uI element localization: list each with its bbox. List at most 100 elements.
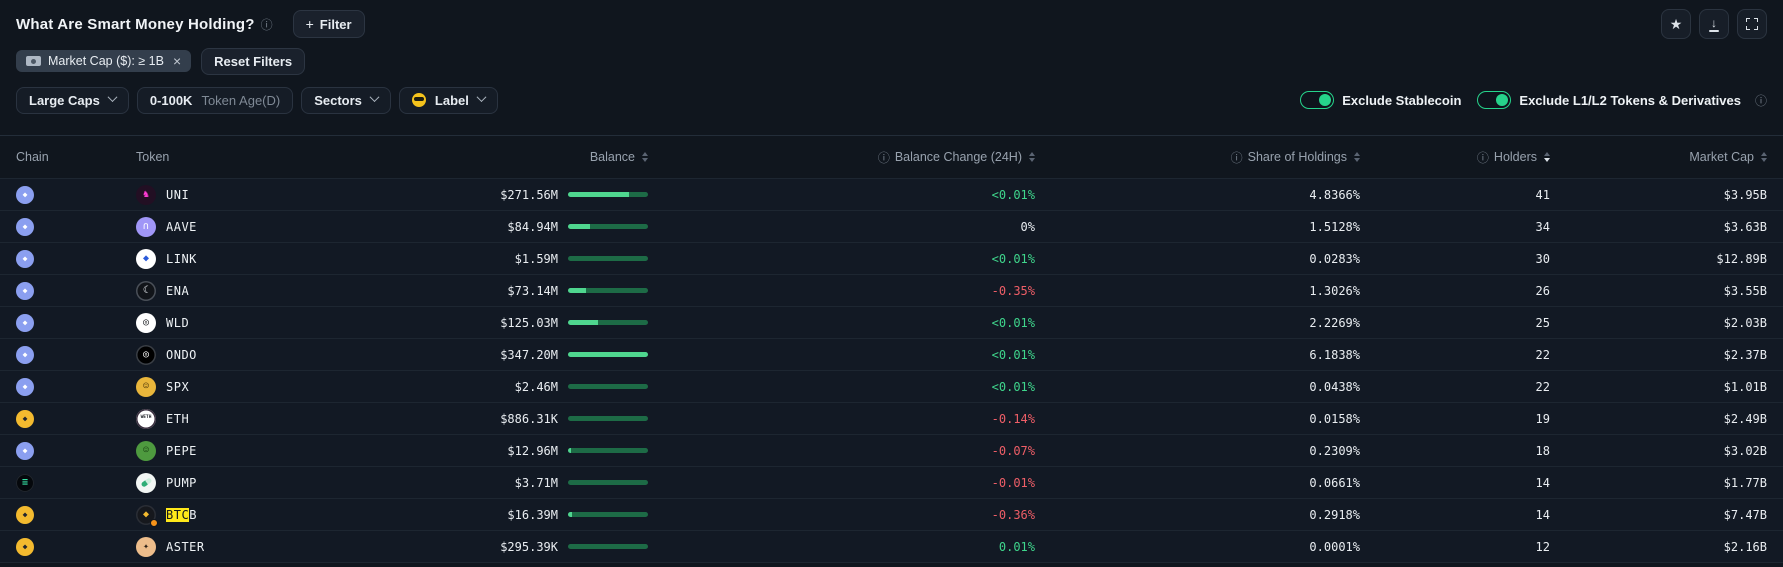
token-icon: ☺: [136, 440, 156, 461]
l1l2-info-icon[interactable]: ⓘ: [1754, 93, 1767, 108]
chevron-down-icon: [107, 92, 118, 103]
controls-row: Large Caps 0-100K Token Age(D) Sectors L…: [0, 86, 1783, 114]
balance-value: $84.94M: [507, 219, 558, 234]
token-cell[interactable]: ◆ BTCB: [136, 504, 410, 527]
sort-icon[interactable]: [1029, 152, 1035, 162]
balance-change-value: -0.35%: [991, 283, 1035, 298]
label-dropdown[interactable]: Label: [398, 86, 498, 114]
holders-value: 19: [1535, 411, 1550, 426]
market-cap-value: $12.89B: [1716, 251, 1767, 266]
toggle-group: Exclude Stablecoin Exclude L1/L2 Tokens …: [1300, 91, 1767, 109]
balance-value: $347.20M: [500, 347, 558, 362]
market-cap-filter-chip[interactable]: Market Cap ($): ≥ 1B ×: [16, 50, 192, 72]
info-icon[interactable]: ⓘ: [1230, 150, 1243, 165]
table-row[interactable]: ◆ WETH ETH $886.31K -0.14% 0.0158% 19 $2…: [0, 402, 1783, 434]
info-icon[interactable]: ⓘ: [1476, 150, 1489, 165]
chip-close-icon[interactable]: ×: [172, 53, 182, 69]
table-row[interactable]: ◆ ☺ SPX $2.46M <0.01% 0.0438% 22 $1.01B: [0, 370, 1783, 402]
holders-value: 41: [1535, 187, 1550, 202]
token-cell[interactable]: ♞ UNI: [136, 184, 410, 205]
chain-cell: ◆: [16, 185, 136, 204]
chain-cell: ≡: [16, 473, 136, 492]
token-symbol: ETH: [166, 411, 190, 426]
label-dropdown-label: Label: [434, 92, 469, 108]
table-row[interactable]: ◆ ◎ ONDO $347.20M <0.01% 6.1838% 22 $2.3…: [0, 338, 1783, 370]
sort-icon[interactable]: [1761, 152, 1767, 162]
market-cap-value: $2.16B: [1723, 539, 1767, 554]
balance-value: $1.59M: [514, 251, 558, 266]
sort-icon[interactable]: [1354, 152, 1360, 162]
token-cell[interactable]: ∩ AAVE: [136, 216, 410, 237]
token-cell[interactable]: PUMP: [136, 472, 410, 493]
share-of-holdings-value: 6.1838%: [1309, 347, 1360, 362]
smiley-emoji-icon: [411, 93, 426, 107]
share-of-holdings-value: 0.0661%: [1309, 475, 1360, 490]
token-cell[interactable]: ✦ ASTER: [136, 536, 410, 557]
table-row[interactable]: ≡ PUMP $3.71M -0.01% 0.0661% 14 $1.77B: [0, 466, 1783, 498]
add-filter-button[interactable]: + Filter: [292, 10, 365, 38]
table-row[interactable]: ◆ ✦ ASTER $295.39K 0.01% 0.0001% 12 $2.1…: [0, 530, 1783, 562]
column-header-balance-change[interactable]: ⓘ Balance Change (24H): [648, 149, 1035, 166]
column-header-balance[interactable]: Balance: [410, 150, 648, 164]
token-icon: ♞: [136, 184, 156, 205]
token-symbol: PUMP: [166, 475, 197, 490]
share-of-holdings-value: 0.2918%: [1309, 507, 1360, 522]
info-icon[interactable]: ⓘ: [877, 150, 890, 165]
balance-value: $73.14M: [507, 283, 558, 298]
token-symbol: WLD: [166, 315, 190, 330]
balance-bar: [568, 320, 648, 325]
column-header-market-cap[interactable]: Market Cap: [1550, 150, 1767, 164]
token-icon: ◎: [136, 312, 156, 333]
reset-filters-button[interactable]: Reset Filters: [201, 47, 306, 75]
sort-icon-active[interactable]: [1544, 152, 1550, 162]
table-row[interactable]: ◆ ♞ UNI $271.56M <0.01% 4.8366% 41 $3.95…: [0, 178, 1783, 210]
fullscreen-button[interactable]: [1737, 9, 1767, 39]
table-row[interactable]: ◆ ∩ AAVE $84.94M 0% 1.5128% 34 $3.63B: [0, 210, 1783, 242]
ethereum-chain-icon: ◆: [16, 281, 34, 300]
column-header-holders[interactable]: ⓘ Holders: [1360, 149, 1550, 166]
table-row[interactable]: ◆ ☺ PEPE $12.96M -0.07% 0.2309% 18 $3.02…: [0, 434, 1783, 466]
share-of-holdings-value: 4.8366%: [1309, 187, 1360, 202]
exclude-l1l2-toggle[interactable]: [1477, 91, 1512, 109]
balance-cell: $271.56M: [410, 188, 648, 202]
token-cell[interactable]: ◆ LINK: [136, 248, 410, 269]
share-of-holdings-value: 0.0001%: [1309, 539, 1360, 554]
market-cap-value: $2.03B: [1723, 315, 1767, 330]
token-cell[interactable]: ◎ ONDO: [136, 344, 410, 365]
balance-change-value: 0%: [1020, 219, 1035, 234]
solana-chain-icon: ≡: [16, 473, 34, 492]
sort-icon[interactable]: [642, 152, 648, 162]
balance-change-value: <0.01%: [991, 187, 1035, 202]
market-cap-value: $3.95B: [1723, 187, 1767, 202]
balance-cell: $12.96M: [410, 444, 648, 458]
exclude-stablecoin-toggle[interactable]: [1300, 91, 1335, 109]
market-cap-value: $7.47B: [1723, 507, 1767, 522]
share-of-holdings-value: 0.0283%: [1309, 251, 1360, 266]
ethereum-chain-icon: ◆: [16, 441, 34, 460]
market-cap-value: $3.63B: [1723, 219, 1767, 234]
sectors-label: Sectors: [314, 92, 362, 108]
balance-bar: [568, 352, 648, 357]
token-cell[interactable]: ☺ SPX: [136, 376, 410, 397]
table-row[interactable]: ◆ ◆ BTCB $16.39M -0.36% 0.2918% 14 $7.47…: [0, 498, 1783, 530]
download-icon: ↓: [1709, 15, 1719, 32]
active-filters-row: Market Cap ($): ≥ 1B × Reset Filters: [0, 47, 1783, 75]
chain-cell: ◆: [16, 345, 136, 364]
token-symbol: UNI: [166, 187, 190, 202]
favorite-button[interactable]: ★: [1661, 9, 1691, 39]
token-age-filter[interactable]: 0-100K Token Age(D): [136, 86, 294, 114]
market-cap-size-dropdown[interactable]: Large Caps: [16, 86, 129, 114]
table-row[interactable]: ◆ ◆ LINK $1.59M <0.01% 0.0283% 30 $12.89…: [0, 242, 1783, 274]
banknote-icon: [26, 56, 41, 66]
token-cell[interactable]: ☾ ENA: [136, 280, 410, 301]
token-cell[interactable]: ☺ PEPE: [136, 440, 410, 461]
sectors-dropdown[interactable]: Sectors: [301, 86, 391, 114]
column-header-share-of-holdings[interactable]: ⓘ Share of Holdings: [1035, 149, 1360, 166]
table-row[interactable]: ◆ ☾ ENA $73.14M -0.35% 1.3026% 26 $3.55B: [0, 274, 1783, 306]
table-row[interactable]: ◆ ◎ WLD $125.03M <0.01% 2.2269% 25 $2.03…: [0, 306, 1783, 338]
title-info-icon[interactable]: ⓘ: [260, 17, 273, 32]
download-button[interactable]: ↓: [1699, 9, 1729, 39]
share-of-holdings-value: 0.0158%: [1309, 411, 1360, 426]
token-cell[interactable]: ◎ WLD: [136, 312, 410, 333]
token-cell[interactable]: WETH ETH: [136, 408, 410, 429]
